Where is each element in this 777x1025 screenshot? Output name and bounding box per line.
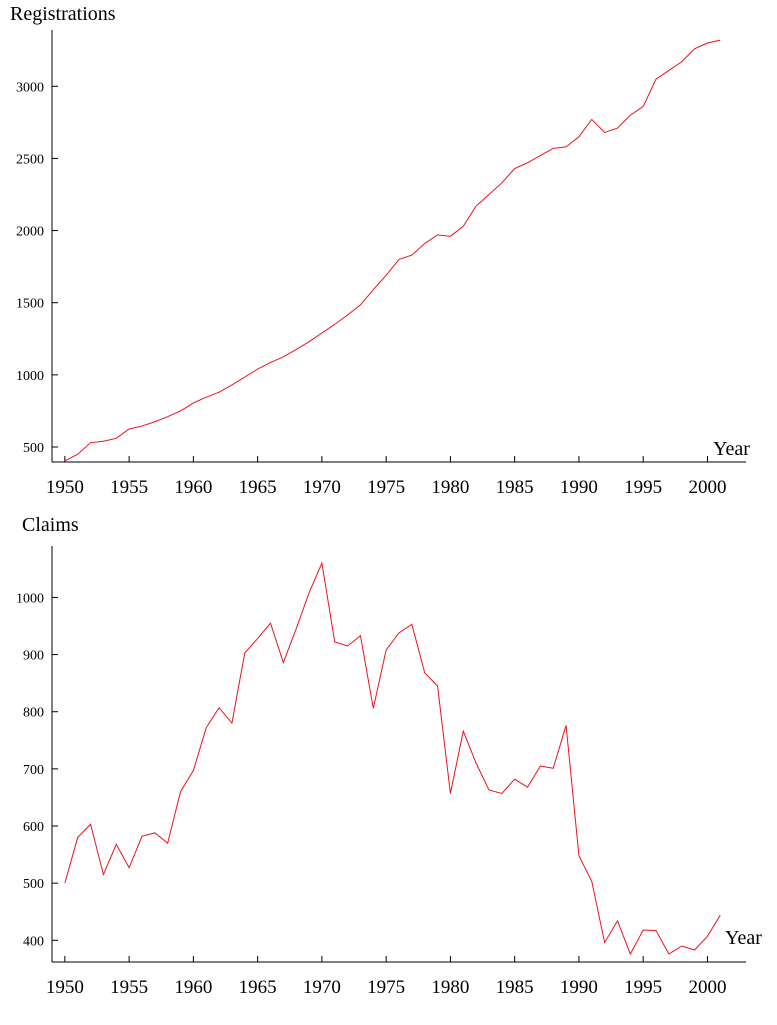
x-tick-label: 1960 [174,477,212,498]
x-tick-label: 1955 [110,477,148,498]
x-tick-label: 1950 [46,977,84,998]
y-tick-label: 500 [23,877,44,892]
y-tick-label: 700 [23,763,44,778]
y-tick-label: 900 [23,649,44,664]
data-line [64,39,721,462]
x-tick-label: 1965 [239,977,277,998]
x-tick-label: 1970 [303,477,341,498]
x-tick-label: 1965 [239,477,277,498]
y-tick-label: 400 [23,934,44,949]
data-line [64,561,721,956]
x-tick-label: 1975 [367,477,405,498]
x-axis-label: Year [725,927,762,949]
x-tick-label: 1990 [560,477,598,498]
y-tick-label: 1000 [16,369,44,384]
y-tick-label: 1000 [16,591,44,606]
y-axis-label: Claims [22,514,79,536]
x-tick-label: 1950 [46,477,84,498]
x-tick-label: 1960 [174,977,212,998]
x-tick-label: 2000 [688,977,726,998]
x-tick-label: 1985 [496,977,534,998]
x-tick-label: 1995 [624,477,662,498]
y-tick-label: 3000 [16,80,44,95]
x-tick-label: 1995 [624,977,662,998]
x-axis-label: Year [713,438,750,460]
x-tick-label: 1980 [431,977,469,998]
y-tick-label: 500 [23,441,44,456]
x-tick-label: 1980 [431,477,469,498]
x-tick-label: 1955 [110,977,148,998]
y-tick-label: 1500 [16,297,44,312]
x-tick-label: 1970 [303,977,341,998]
y-tick-label: 600 [23,820,44,835]
y-tick-label: 2000 [16,225,44,240]
x-tick-label: 1985 [496,477,534,498]
x-tick-label: 1975 [367,977,405,998]
y-tick-label: 2500 [16,152,44,167]
x-tick-label: 1990 [560,977,598,998]
y-axis-label: Registrations [10,3,116,25]
y-tick-label: 800 [23,706,44,721]
x-tick-label: 2000 [688,477,726,498]
